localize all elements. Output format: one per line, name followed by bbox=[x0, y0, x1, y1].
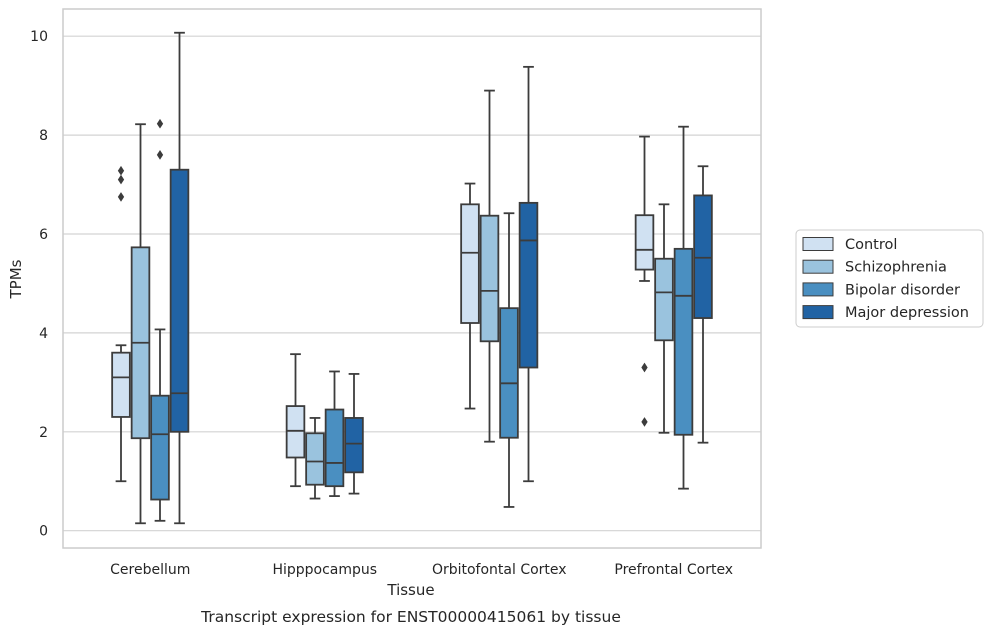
box-schizophrenia bbox=[130, 123, 151, 525]
box-iqr bbox=[305, 432, 325, 486]
box-schizophrenia bbox=[654, 203, 674, 434]
x-tick-label: Orbitofontal Cortex bbox=[432, 562, 567, 578]
box-major-depression bbox=[693, 165, 713, 444]
box-iqr bbox=[344, 417, 364, 474]
box-iqr bbox=[479, 214, 500, 343]
box-iqr bbox=[673, 247, 694, 436]
box-iqr bbox=[324, 408, 345, 488]
outlier-point bbox=[156, 150, 164, 160]
box-iqr bbox=[285, 405, 306, 459]
box-iqr bbox=[518, 201, 539, 369]
legend-frame bbox=[795, 229, 984, 328]
box-iqr bbox=[150, 394, 170, 501]
box-bipolar-disorder bbox=[150, 118, 170, 522]
box-iqr bbox=[499, 307, 519, 439]
legend-swatch bbox=[802, 282, 834, 297]
legend-swatch bbox=[802, 305, 834, 320]
x-tick-label: Prefrontal Cortex bbox=[614, 562, 733, 578]
box-bipolar-disorder bbox=[324, 370, 345, 497]
y-axis-title: TPMs bbox=[7, 259, 25, 299]
y-axis-ticks: 0 2 4 6 8 10 bbox=[30, 29, 48, 539]
y-tick-label: 4 bbox=[39, 326, 48, 342]
legend-swatch bbox=[802, 259, 834, 274]
box-iqr bbox=[111, 351, 131, 418]
box-control bbox=[460, 182, 480, 410]
outlier-point bbox=[117, 174, 125, 185]
box-control bbox=[111, 165, 131, 483]
legend-items: Control Schizophrenia Bipolar disorder Majo… bbox=[802, 237, 969, 321]
box-bipolar-disorder bbox=[499, 212, 519, 508]
box-bipolar-disorder bbox=[673, 125, 694, 490]
outlier-point bbox=[641, 362, 648, 373]
legend-label: Major depression bbox=[845, 305, 969, 321]
y-tick-label: 2 bbox=[39, 425, 48, 441]
outlier-point bbox=[117, 165, 125, 176]
x-axis-title: Tissue bbox=[386, 581, 434, 599]
legend-label: Schizophrenia bbox=[845, 260, 947, 276]
box-iqr bbox=[654, 257, 674, 342]
box-major-depression bbox=[169, 31, 190, 525]
box-major-depression bbox=[344, 373, 364, 495]
y-tick-label: 6 bbox=[39, 227, 48, 243]
box-control bbox=[634, 135, 655, 427]
box-iqr bbox=[693, 194, 713, 319]
box-iqr bbox=[169, 168, 190, 433]
plot-area-frame bbox=[62, 8, 762, 549]
x-tick-label: Hipppocampus bbox=[272, 562, 377, 578]
box-schizophrenia bbox=[305, 417, 325, 500]
y-tick-label: 8 bbox=[39, 128, 48, 144]
legend: Control Schizophrenia Bipolar disorder Majo… bbox=[795, 229, 984, 328]
box-schizophrenia bbox=[479, 89, 500, 443]
box-iqr bbox=[460, 203, 480, 324]
boxes bbox=[111, 31, 713, 525]
x-axis-ticks: Cerebellum Hipppocampus Orbitofontal Corte… bbox=[110, 562, 733, 578]
outlier-point bbox=[641, 417, 648, 427]
box-control bbox=[285, 353, 306, 488]
outlier-point bbox=[117, 192, 125, 202]
y-tick-label: 0 bbox=[39, 524, 48, 540]
chart-caption: Transcript expression for ENST0000041506… bbox=[200, 608, 621, 626]
box-major-depression bbox=[518, 65, 539, 483]
legend-label: Bipolar disorder bbox=[845, 282, 960, 298]
y-tick-label: 10 bbox=[30, 29, 48, 45]
legend-swatch bbox=[802, 237, 834, 251]
legend-label: Control bbox=[845, 237, 897, 253]
x-tick-label: Cerebellum bbox=[110, 562, 190, 578]
box-iqr bbox=[634, 214, 655, 271]
outlier-point bbox=[156, 118, 164, 129]
